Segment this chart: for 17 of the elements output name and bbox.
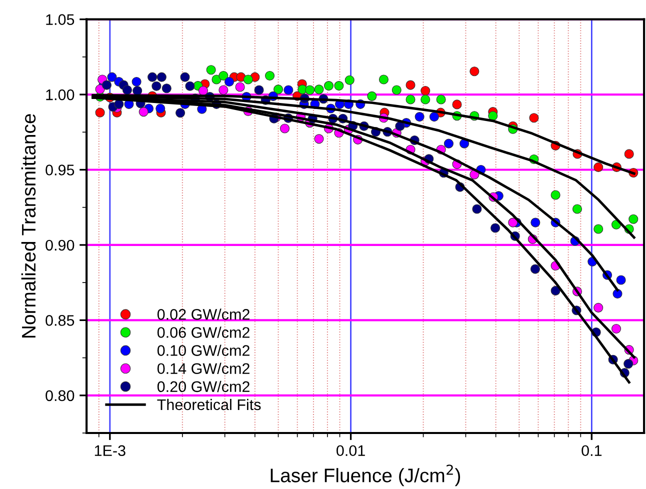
legend-label: 0.06 GW/cm2 bbox=[157, 326, 250, 338]
legend-label: 0.14 GW/cm2 bbox=[157, 362, 250, 374]
legend-label: 0.02 GW/cm2 bbox=[157, 308, 250, 320]
y-axis-title: Normalized Transmittance bbox=[21, 114, 36, 338]
y-tick-label: 1.00 bbox=[46, 89, 74, 100]
x-tick-label: 0.1 bbox=[582, 445, 602, 456]
y-tick-label: 0.90 bbox=[46, 240, 74, 251]
x-tick-label: 0.01 bbox=[336, 445, 365, 456]
x-tick-label: 1E-3 bbox=[94, 445, 126, 456]
legend-label: 0.10 GW/cm2 bbox=[157, 344, 250, 356]
y-tick-label: 0.85 bbox=[46, 315, 74, 326]
y-tick-label: 1.05 bbox=[46, 14, 74, 25]
legend-label: Theoretical Fits bbox=[157, 398, 261, 410]
y-tick-label: 0.80 bbox=[46, 390, 74, 402]
x-axis-title: Laser Fluence (J/cm$^{2}$) bbox=[270, 464, 460, 486]
legend-label: 0.20 GW/cm2 bbox=[157, 380, 250, 392]
y-tick-label: 0.95 bbox=[46, 164, 74, 176]
